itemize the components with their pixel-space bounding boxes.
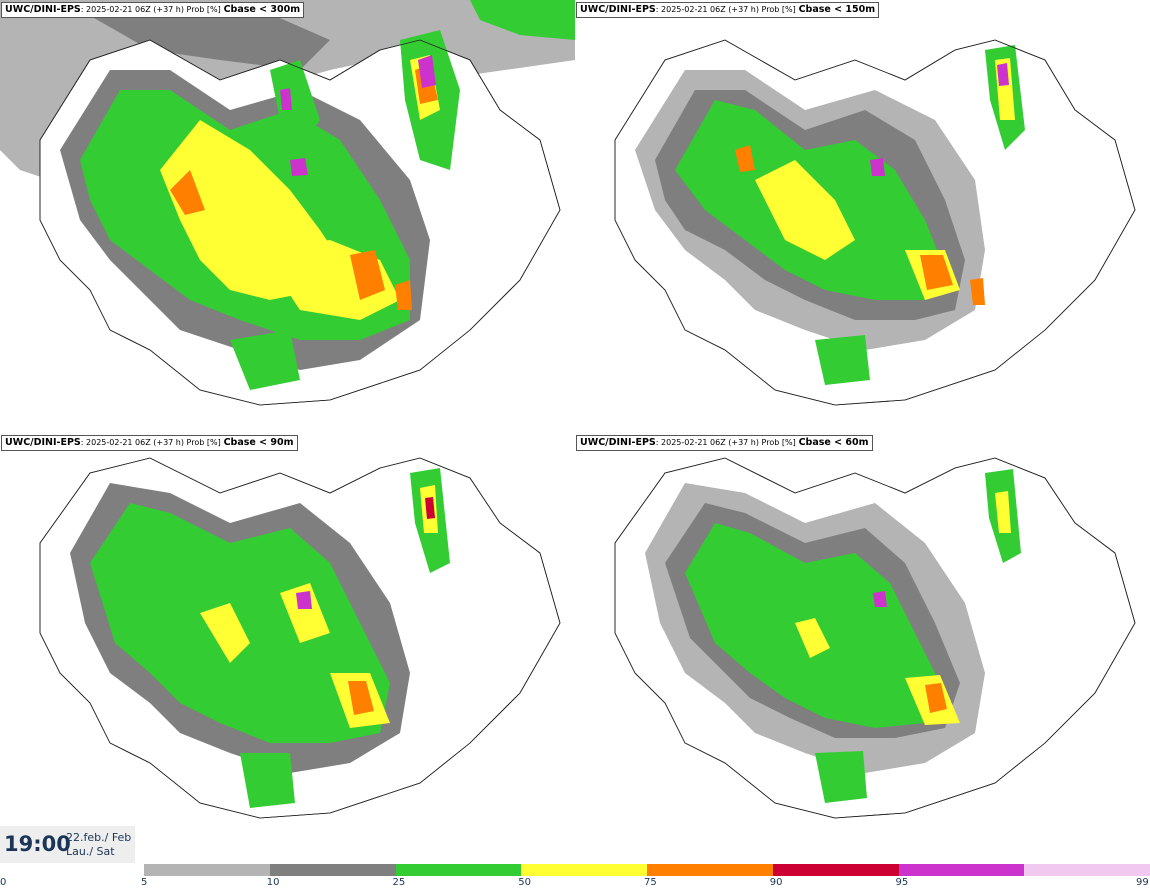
map-panel-cbase-60m: UWC/DINI-EPS: 2025-02-21 06Z (+37 h) Pro… <box>575 433 1150 863</box>
valid-date: 22.feb./ Feb Lau./ Sat <box>66 831 131 859</box>
color-scale-segment <box>395 864 522 876</box>
color-scale-segment <box>772 864 899 876</box>
color-scale-segment <box>1024 864 1150 876</box>
model-name: UWC/DINI-EPS <box>5 4 81 15</box>
color-scale-tick: 90 <box>769 877 783 888</box>
map-panel-cbase-150m: UWC/DINI-EPS: 2025-02-21 06Z (+37 h) Pro… <box>575 0 1150 430</box>
variable-name: Cbase < 60m <box>798 437 869 448</box>
model-name: UWC/DINI-EPS <box>580 437 656 448</box>
run-info: : 2025-02-21 06Z (+37 h) Prob [%] <box>655 5 796 14</box>
run-info: : 2025-02-21 06Z (+37 h) Prob [%] <box>80 5 221 14</box>
probability-map <box>0 433 575 828</box>
model-name: UWC/DINI-EPS <box>580 4 656 15</box>
valid-date-line1: 22.feb./ Feb <box>66 831 132 844</box>
panel-title: UWC/DINI-EPS: 2025-02-21 06Z (+37 h) Pro… <box>1 435 298 451</box>
color-scale-tick: 5 <box>141 877 148 888</box>
color-scale-segment <box>269 864 396 876</box>
color-scale-segment <box>521 864 647 876</box>
valid-time: 19:00 <box>4 832 71 856</box>
probability-map <box>0 0 575 430</box>
panel-title: UWC/DINI-EPS: 2025-02-21 06Z (+37 h) Pro… <box>576 2 880 18</box>
valid-time-box: 19:00 22.feb./ Feb Lau./ Sat <box>0 826 135 863</box>
color-scale-tick: 25 <box>392 877 406 888</box>
color-scale-tick: 10 <box>266 877 280 888</box>
run-info: : 2025-02-21 06Z (+37 h) Prob [%] <box>655 438 796 447</box>
run-info: : 2025-02-21 06Z (+37 h) Prob [%] <box>80 438 221 447</box>
panel-title: UWC/DINI-EPS: 2025-02-21 06Z (+37 h) Pro… <box>1 2 305 18</box>
panel-title: UWC/DINI-EPS: 2025-02-21 06Z (+37 h) Pro… <box>576 435 873 451</box>
valid-date-line2: Lau./ Sat <box>66 845 115 858</box>
color-scale-segment <box>647 864 773 876</box>
color-scale-tick: 99 <box>1136 877 1149 888</box>
variable-name: Cbase < 300m <box>223 4 301 15</box>
color-scale-segment <box>144 864 270 876</box>
color-scale <box>144 864 1150 876</box>
variable-name: Cbase < 90m <box>223 437 294 448</box>
model-name: UWC/DINI-EPS <box>5 437 81 448</box>
color-scale-segment <box>898 864 1025 876</box>
map-panel-cbase-90m: UWC/DINI-EPS: 2025-02-21 06Z (+37 h) Pro… <box>0 433 575 863</box>
color-scale-tick: 95 <box>895 877 909 888</box>
probability-map <box>575 0 1150 430</box>
probability-map <box>575 433 1150 828</box>
color-scale-tick: 0 <box>0 877 7 888</box>
map-panel-cbase-300m: UWC/DINI-EPS: 2025-02-21 06Z (+37 h) Pro… <box>0 0 575 430</box>
variable-name: Cbase < 150m <box>798 4 876 15</box>
color-scale-tick: 75 <box>644 877 657 888</box>
color-scale-tick: 50 <box>518 877 531 888</box>
